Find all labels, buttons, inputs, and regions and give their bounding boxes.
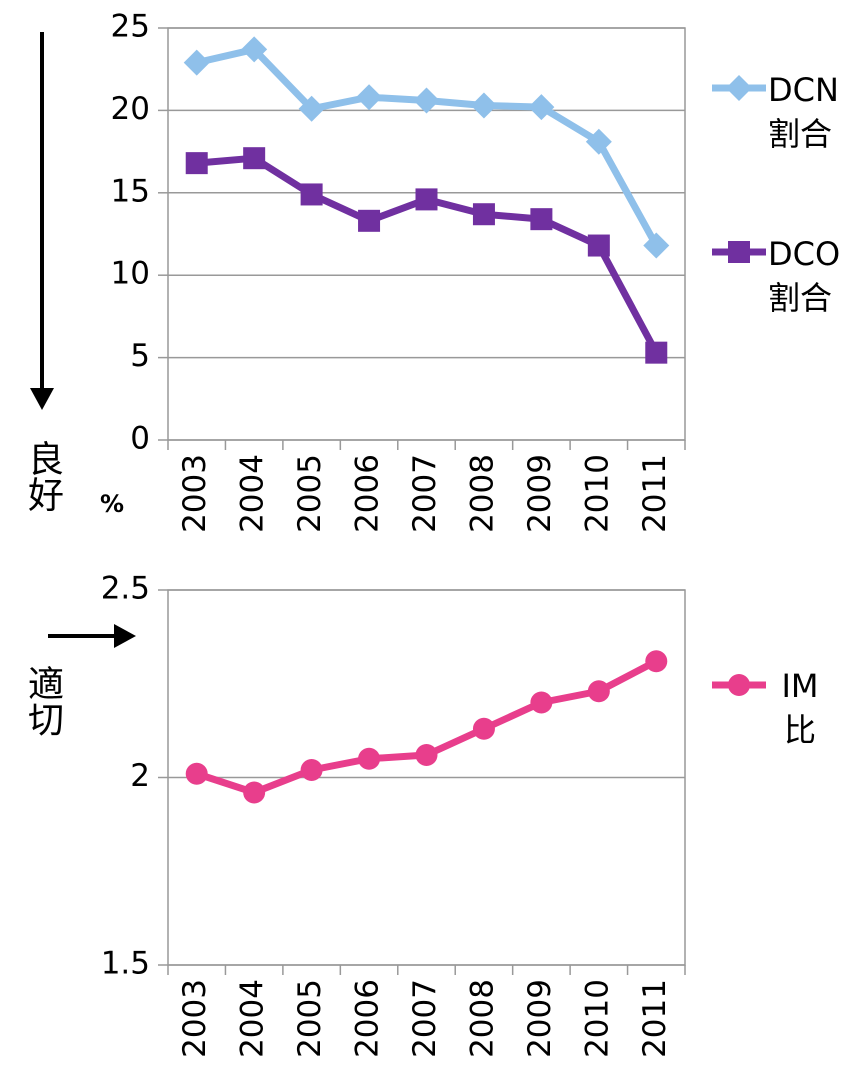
y-tick-label: 10 [111,256,150,292]
marker [728,241,750,263]
x-tick-label: 2005 [292,979,328,1058]
marker [472,717,495,740]
legend-label: DCN割合 [768,71,839,153]
y-tick-label: 0 [130,421,150,457]
arrow-head [114,624,136,648]
y-tick-label: 2 [130,758,150,794]
marker [643,232,670,259]
annotation: 良好 [22,440,63,512]
marker [185,152,208,175]
marker [415,744,438,766]
marker [243,147,266,170]
y-tick-label: 25 [111,9,150,45]
y-tick-label: 5 [130,338,150,374]
x-tick-label: 2004 [235,454,271,533]
series-line [196,154,660,355]
marker [587,234,610,257]
marker [585,128,612,155]
marker [530,691,553,714]
arrow-head [30,388,54,410]
marker [413,87,440,114]
marker [298,95,325,122]
legend-label: IM比 [781,667,819,749]
marker [726,75,752,101]
marker [358,747,381,770]
y-tick-label: 1.5 [101,946,150,982]
x-tick-label: 2011 [637,979,673,1058]
x-tick-label: 2011 [637,454,673,533]
marker [645,650,668,673]
x-tick-label: 2005 [292,454,328,533]
x-tick-label: 2009 [522,979,558,1058]
y-tick-label: 2.5 [101,571,150,607]
x-tick-label: 2007 [407,454,443,533]
marker [356,84,383,111]
marker [530,208,553,231]
marker [528,94,555,121]
marker [358,209,381,232]
marker [183,49,210,76]
marker [472,203,495,226]
y-tick-label: 15 [111,173,150,209]
x-tick-label: 2003 [177,979,213,1058]
x-tick-label: 2006 [350,979,386,1058]
x-tick-label: 2009 [522,454,558,533]
marker [728,674,750,696]
legend-label: DCO割合 [768,235,841,317]
marker [243,781,266,804]
marker [300,183,323,206]
y-tick-label: 20 [111,91,150,127]
x-tick-label: 2006 [350,454,386,533]
x-tick-label: 2007 [407,979,443,1058]
marker [241,36,268,63]
marker [415,188,438,211]
x-tick-label: 2004 [235,979,271,1058]
x-tick-label: 2003 [177,454,213,533]
marker [587,680,610,703]
x-tick-label: 2010 [579,979,615,1058]
marker [185,762,208,785]
x-tick-label: 2008 [464,454,500,533]
unit-label: % [100,490,124,518]
series-line [195,45,660,248]
series-line [195,658,658,796]
x-tick-label: 2008 [464,979,500,1058]
marker [470,92,497,119]
x-tick-label: 2010 [579,454,615,533]
marker [300,759,323,781]
annotation: 適切 [22,665,63,737]
marker [645,341,668,364]
